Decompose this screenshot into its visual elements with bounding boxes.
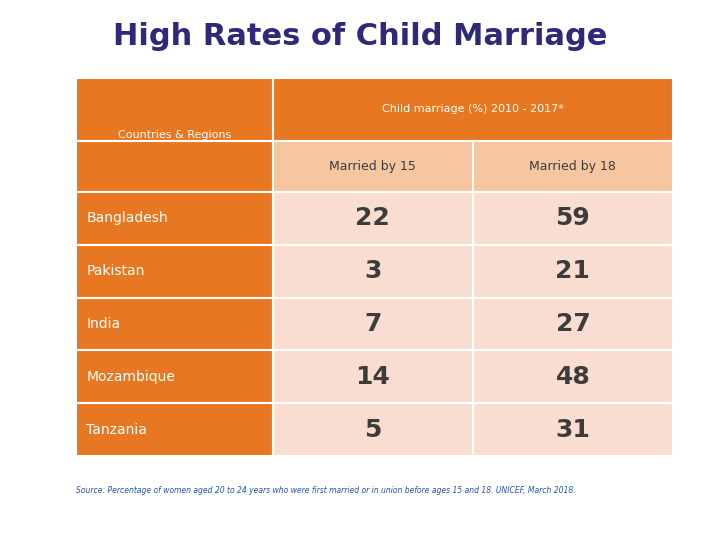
Text: India: India	[86, 317, 120, 331]
Text: 21: 21	[556, 259, 590, 283]
Text: 59: 59	[556, 206, 590, 230]
Text: 27: 27	[556, 312, 590, 336]
FancyBboxPatch shape	[76, 403, 273, 456]
FancyBboxPatch shape	[473, 403, 673, 456]
Text: Countries & Regions: Countries & Regions	[117, 130, 231, 140]
Text: 48: 48	[556, 365, 590, 389]
Text: Mozambique: Mozambique	[86, 370, 175, 384]
Text: Married by 18: Married by 18	[529, 160, 616, 173]
Text: Source: Percentage of women aged 20 to 24 years who were first married or in uni: Source: Percentage of women aged 20 to 2…	[76, 486, 575, 495]
Text: Bangladesh: Bangladesh	[86, 211, 168, 225]
FancyBboxPatch shape	[473, 298, 673, 350]
Text: High Rates of Child Marriage: High Rates of Child Marriage	[113, 22, 607, 51]
Text: 3: 3	[364, 259, 382, 283]
Text: Tanzania: Tanzania	[86, 423, 148, 437]
Text: 7: 7	[364, 312, 382, 336]
Text: Married by 15: Married by 15	[329, 160, 416, 173]
FancyBboxPatch shape	[76, 245, 273, 298]
FancyBboxPatch shape	[76, 350, 273, 403]
FancyBboxPatch shape	[273, 245, 473, 298]
Text: Child marriage (%) 2010 - 2017*: Child marriage (%) 2010 - 2017*	[382, 104, 564, 114]
Text: Pakistan: Pakistan	[86, 264, 145, 278]
FancyBboxPatch shape	[473, 350, 673, 403]
Text: 5: 5	[364, 418, 382, 442]
Text: 14: 14	[356, 365, 390, 389]
FancyBboxPatch shape	[76, 298, 273, 350]
FancyBboxPatch shape	[473, 140, 673, 192]
FancyBboxPatch shape	[473, 245, 673, 298]
FancyBboxPatch shape	[273, 78, 673, 140]
FancyBboxPatch shape	[273, 298, 473, 350]
FancyBboxPatch shape	[76, 192, 273, 245]
FancyBboxPatch shape	[273, 140, 473, 192]
Text: 31: 31	[556, 418, 590, 442]
FancyBboxPatch shape	[76, 78, 273, 140]
Text: 22: 22	[356, 206, 390, 230]
FancyBboxPatch shape	[76, 140, 273, 192]
FancyBboxPatch shape	[273, 350, 473, 403]
FancyBboxPatch shape	[473, 192, 673, 245]
FancyBboxPatch shape	[273, 403, 473, 456]
FancyBboxPatch shape	[273, 192, 473, 245]
